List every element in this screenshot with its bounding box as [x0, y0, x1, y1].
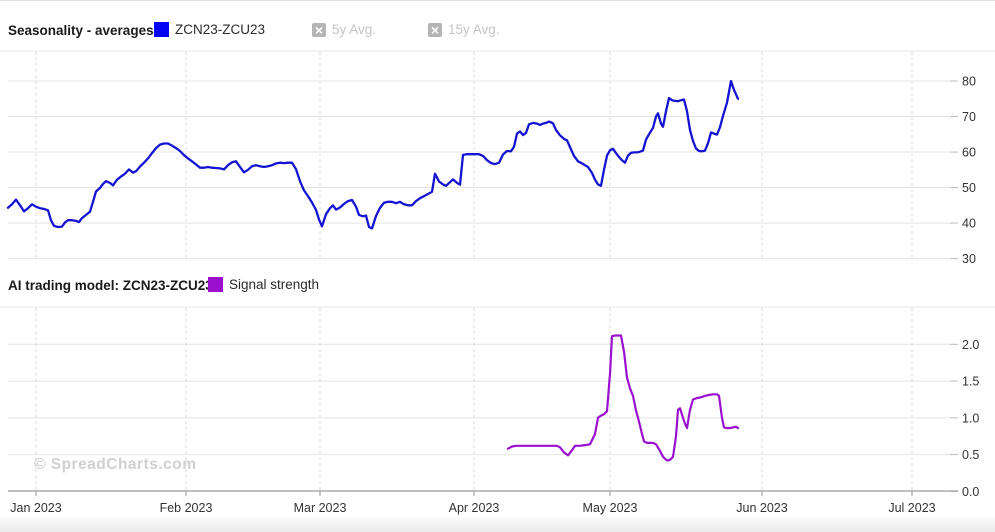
legend-item-15y-avg[interactable]: × 15y Avg.	[428, 22, 500, 37]
bottom-shadow	[0, 515, 995, 532]
svg-text:0.5: 0.5	[962, 448, 979, 462]
svg-text:Feb 2023: Feb 2023	[160, 501, 213, 515]
checkbox-x-icon: ×	[312, 22, 326, 37]
ai-model-header: AI trading model: ZCN23-ZCU23 Signal str…	[0, 277, 995, 297]
svg-text:60: 60	[962, 146, 976, 160]
seasonality-header: Seasonality - averages ZCN23-ZCU23 × 5y …	[0, 22, 995, 42]
ai-model-title: AI trading model: ZCN23-ZCU23	[8, 278, 213, 293]
legend-item-zcn23-zcu23[interactable]: ZCN23-ZCU23	[154, 22, 265, 37]
watermark: © SpreadCharts.com	[34, 456, 197, 473]
blue-series-swatch-icon	[154, 22, 169, 37]
svg-text:1.0: 1.0	[962, 411, 979, 425]
svg-text:Apr 2023: Apr 2023	[449, 501, 500, 515]
svg-text:80: 80	[962, 75, 976, 89]
svg-text:70: 70	[962, 110, 976, 124]
svg-text:0.0: 0.0	[962, 485, 979, 499]
svg-text:50: 50	[962, 181, 976, 195]
legend-item-signal-strength[interactable]: Signal strength	[208, 277, 319, 292]
legend-label: 15y Avg.	[448, 22, 500, 37]
svg-text:Jul 2023: Jul 2023	[888, 501, 935, 515]
svg-text:2.0: 2.0	[962, 338, 979, 352]
svg-text:Jan 2023: Jan 2023	[10, 501, 61, 515]
legend-label: 5y Avg.	[332, 22, 377, 37]
svg-text:Jun 2023: Jun 2023	[736, 501, 787, 515]
seasonality-title: Seasonality - averages	[8, 23, 154, 38]
legend-label: ZCN23-ZCU23	[175, 22, 266, 37]
svg-text:40: 40	[962, 217, 976, 231]
svg-text:Mar 2023: Mar 2023	[294, 501, 347, 515]
purple-series-swatch-icon	[208, 277, 223, 292]
svg-text:1.5: 1.5	[962, 375, 979, 389]
checkbox-x-icon: ×	[428, 22, 442, 37]
svg-text:May 2023: May 2023	[583, 501, 638, 515]
svg-text:30: 30	[962, 252, 976, 266]
legend-label: Signal strength	[229, 277, 320, 292]
legend-item-5y-avg[interactable]: × 5y Avg.	[312, 22, 376, 37]
